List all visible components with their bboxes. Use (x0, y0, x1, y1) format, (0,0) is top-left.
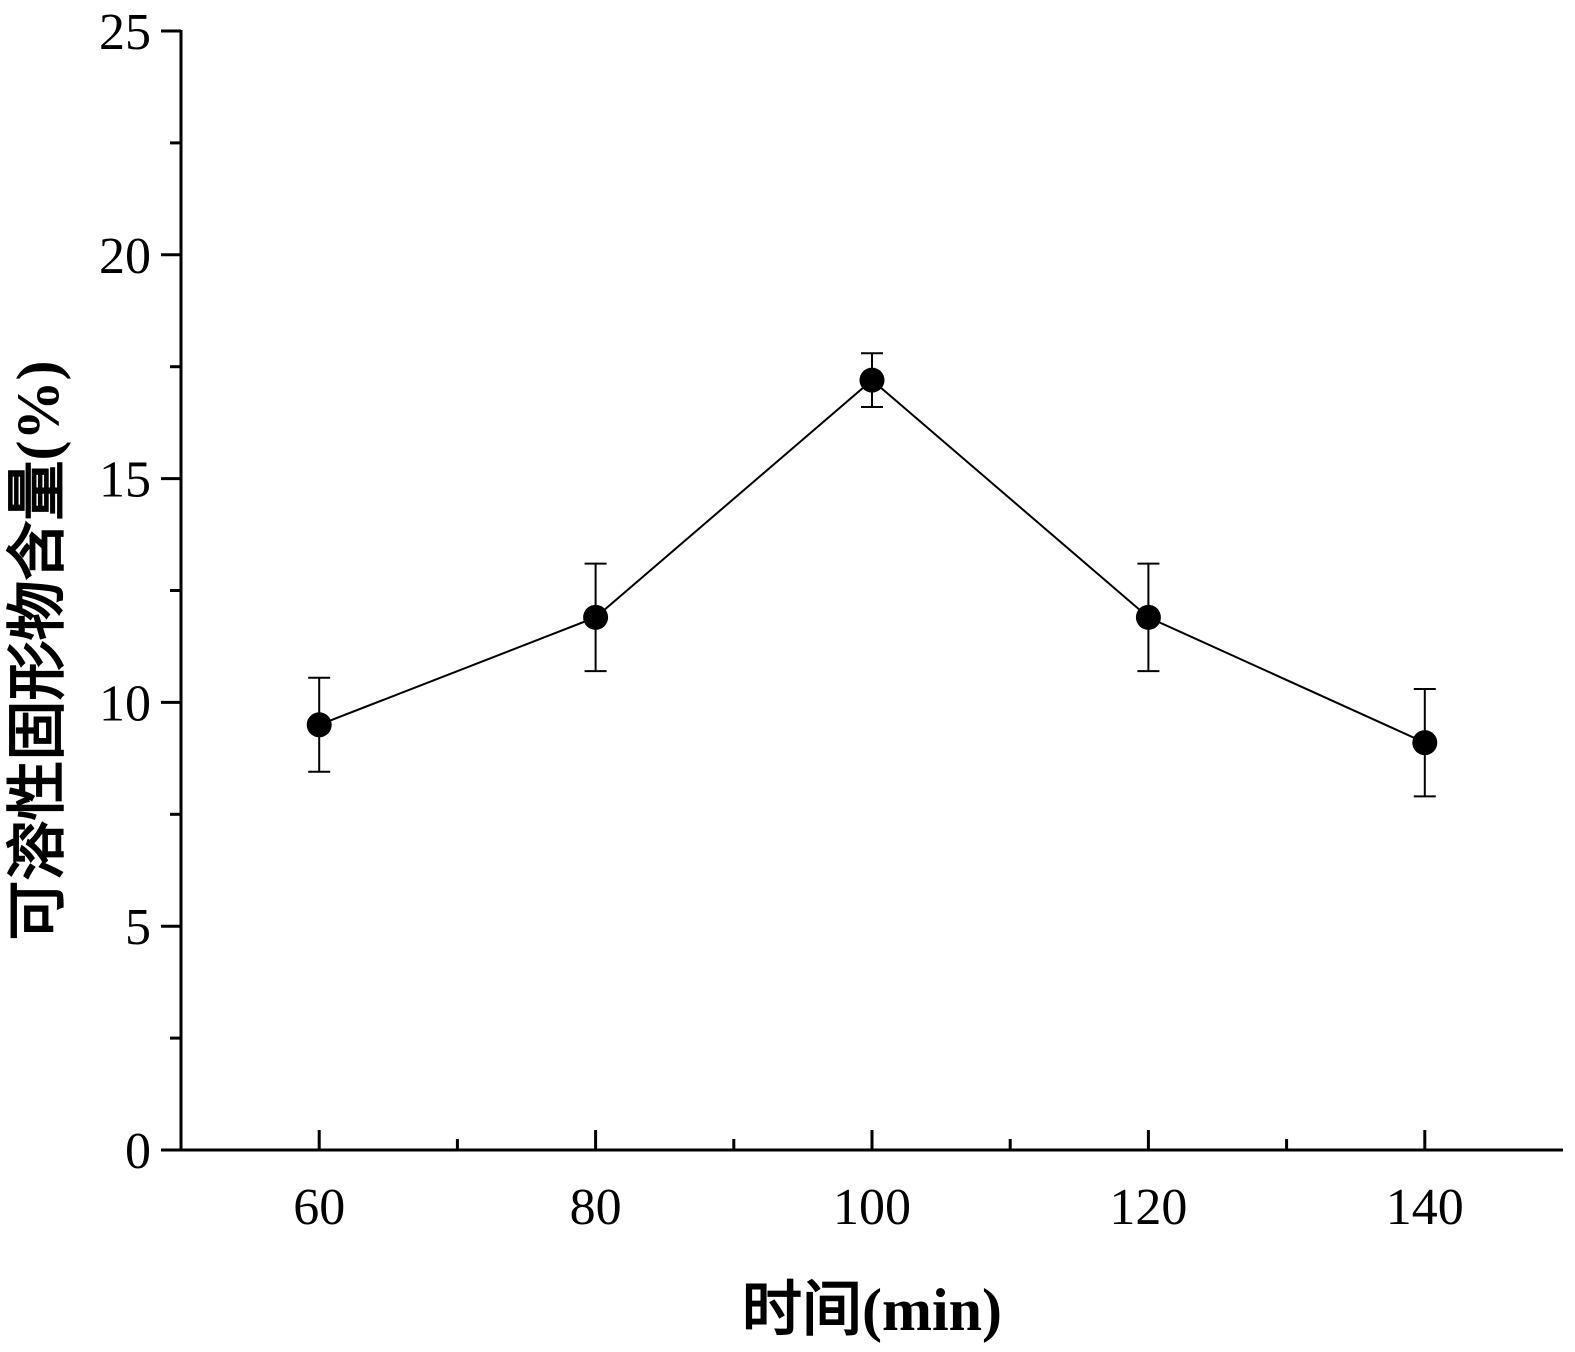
x-tick-label: 140 (1386, 1179, 1464, 1236)
y-tick-label: 10 (99, 675, 151, 732)
y-tick-label: 25 (99, 4, 151, 61)
data-point (1412, 730, 1438, 756)
axis-ticks (161, 29, 1427, 1152)
y-tick-label: 15 (99, 452, 151, 509)
axes (179, 30, 1563, 1152)
y-tick-label: 20 (99, 228, 151, 285)
series-line (318, 378, 1426, 744)
data-point (583, 604, 609, 630)
x-tick-label: 120 (1109, 1179, 1187, 1236)
data-series (306, 352, 1438, 798)
axis-tick-labels: 0 5 10 15 20 25 60 80 100 120 140 (99, 4, 1464, 1236)
x-tick-label: 80 (570, 1179, 622, 1236)
data-point (859, 367, 885, 393)
y-tick-label: 0 (125, 1123, 151, 1180)
data-point (306, 712, 332, 738)
x-tick-label: 60 (293, 1179, 345, 1236)
y-axis-title: 可溶性固形物含量(%) (5, 361, 71, 941)
x-tick-label: 100 (833, 1179, 911, 1236)
y-tick-label: 5 (125, 899, 151, 956)
data-point (1135, 604, 1161, 630)
x-axis-title: 时间(min) (742, 1277, 1002, 1343)
